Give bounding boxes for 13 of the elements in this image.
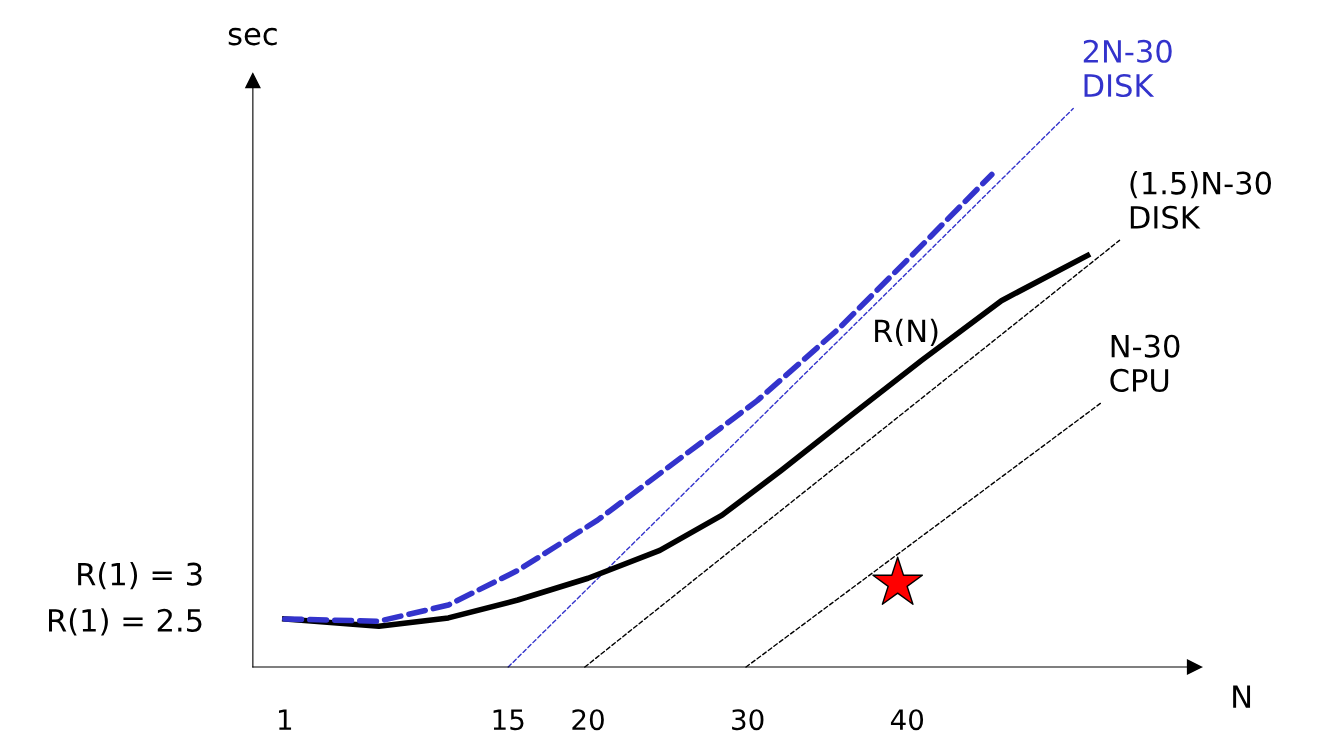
series-label: (1.5)N-30 DISK xyxy=(1130,171,1272,229)
series-label: 2N-30 DISK xyxy=(1083,39,1172,98)
x-axis-title: N xyxy=(1233,685,1251,708)
annotation: R(N) xyxy=(875,318,938,346)
x-tick-label: 30 xyxy=(732,709,764,731)
x-tick-label: 40 xyxy=(890,709,924,731)
y-axis-title: sec xyxy=(228,27,277,46)
x-tick-label: 20 xyxy=(572,709,604,731)
x-tick-label: 15 xyxy=(493,709,524,731)
series-label: N-30 CPU xyxy=(1110,334,1180,392)
x-tick-label: 1 xyxy=(279,709,292,730)
text: R(1) = 2.5 xyxy=(49,608,202,636)
text: R(1) = 3 xyxy=(78,562,202,590)
